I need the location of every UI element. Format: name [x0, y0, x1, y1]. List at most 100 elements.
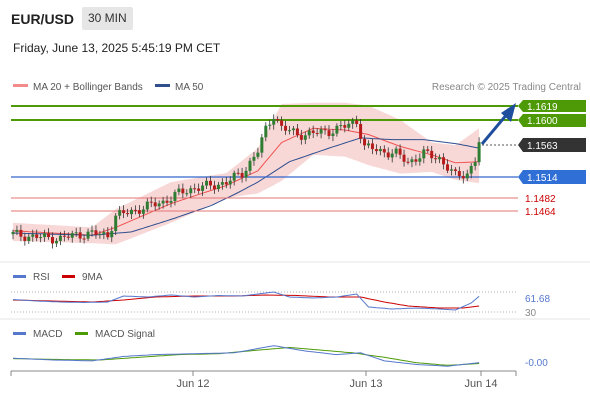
x-axis-ticks	[10, 371, 517, 376]
x-tick-label: Jun 13	[349, 378, 382, 390]
rsi-ma-line	[12, 294, 480, 309]
macd-signal-line	[12, 346, 480, 366]
rsi-line	[12, 291, 480, 311]
candle-body	[347, 123, 351, 128]
candle-body	[78, 232, 82, 239]
candle-body	[414, 159, 418, 162]
candle-body	[62, 235, 66, 237]
x-tick-label: Jun 14	[464, 378, 497, 390]
candle-body	[378, 149, 382, 152]
macd-legend-swatch	[13, 332, 26, 335]
candle-body	[465, 173, 469, 179]
candle-body	[70, 233, 74, 238]
candle-body	[351, 120, 355, 124]
candle-body	[35, 234, 39, 238]
candle-body	[268, 124, 272, 126]
candle-body	[244, 170, 248, 178]
candle-body	[355, 120, 359, 124]
candle-body	[327, 130, 331, 137]
candle-body	[220, 182, 224, 185]
s2-price-label: 1.1464	[525, 207, 556, 218]
candle-body	[418, 158, 422, 162]
candle-body	[133, 209, 137, 211]
candle-body	[390, 153, 394, 158]
candle-body	[161, 200, 165, 204]
candle-body	[126, 213, 130, 215]
candle-body	[94, 230, 98, 235]
ma50-legend-label: MA 50	[175, 82, 204, 93]
candle-body	[31, 234, 35, 237]
candle-body	[165, 200, 169, 203]
ma50-line	[12, 137, 480, 236]
candle-body	[453, 169, 457, 172]
candle-body	[248, 160, 252, 171]
candle-body	[153, 202, 157, 207]
candle-body	[114, 215, 118, 232]
candle-body	[232, 172, 236, 181]
candle-body	[102, 232, 106, 235]
candle-body	[280, 120, 284, 126]
macd-line	[12, 345, 480, 367]
candle-body	[47, 233, 51, 238]
candle-body	[256, 152, 260, 157]
rsi-ma-legend-swatch	[62, 275, 75, 278]
candle-body	[299, 134, 303, 140]
candle-body	[82, 238, 86, 240]
candle-body	[343, 125, 347, 128]
copyright-label: Research © 2025 Trading Central	[432, 82, 581, 93]
candle-body	[291, 128, 295, 131]
candle-body	[236, 172, 240, 174]
pivot-price-tag	[518, 170, 586, 184]
candle-body	[303, 135, 307, 140]
candle-body	[66, 236, 70, 238]
candle-body	[130, 209, 133, 215]
r2-price-tag	[518, 100, 586, 112]
candle-body	[477, 142, 481, 163]
candle-body	[216, 184, 220, 190]
candle-body	[335, 125, 339, 134]
macd-signal-legend-label: MACD Signal	[95, 329, 155, 340]
candle-body	[224, 182, 228, 185]
candle-body	[457, 171, 461, 177]
candle-body	[106, 232, 110, 238]
candle-body	[307, 130, 311, 136]
candle-body	[434, 158, 438, 160]
r2-price-label: 1.1619	[527, 102, 558, 113]
candle-body	[394, 148, 398, 154]
candle-body	[177, 188, 181, 193]
candle-body	[185, 193, 189, 195]
candle-body	[189, 188, 193, 194]
candle-body	[398, 148, 402, 155]
macd-legend-label: MACD	[33, 329, 62, 340]
candle-body	[118, 210, 122, 216]
chart-header: EUR/USD 30 MIN	[0, 0, 590, 36]
candle-body	[201, 185, 205, 191]
candle-body	[157, 203, 161, 207]
candle-body	[145, 201, 149, 210]
candle-body	[11, 231, 15, 235]
symbol-title: EUR/USD	[11, 11, 75, 27]
rsi-legend-swatch	[13, 275, 26, 278]
rsi-level-label: 30	[525, 308, 537, 319]
forecast-arrow-head	[501, 103, 516, 122]
candle-body	[74, 232, 78, 234]
candle-body	[137, 210, 141, 214]
rsi-ma-legend-label: 9MA	[82, 272, 103, 283]
last-price-label: 1.1563	[527, 141, 558, 152]
r1-price-label: 1.1600	[527, 116, 558, 127]
rsi-legend-label: RSI	[33, 272, 50, 283]
candle-body	[169, 200, 173, 203]
candle-body	[449, 169, 453, 171]
candle-body	[122, 210, 126, 214]
candle-body	[438, 157, 442, 160]
candle-body	[110, 231, 114, 238]
candle-body	[363, 138, 367, 146]
timeframe-button[interactable]: 30 MIN	[82, 7, 133, 30]
candle-body	[469, 165, 473, 174]
candle-body	[23, 236, 27, 242]
candle-body	[228, 180, 232, 185]
x-tick-label: Jun 12	[176, 378, 209, 390]
macd-value-label: -0.00	[525, 358, 548, 369]
candle-body	[205, 180, 209, 186]
candle-body	[295, 128, 299, 135]
